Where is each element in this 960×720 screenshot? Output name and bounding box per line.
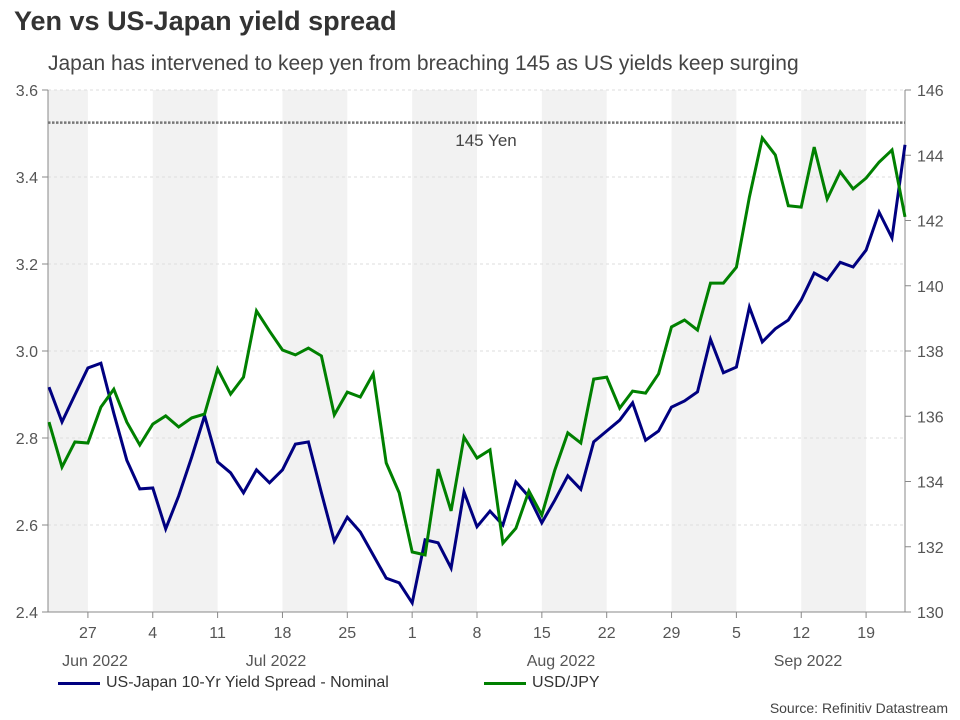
left-axis-tick-label: 2.4 — [16, 605, 38, 622]
x-axis-tick-label: 5 — [732, 625, 741, 642]
right-axis-tick-label: 138 — [917, 344, 944, 361]
month-label: Jul 2022 — [246, 653, 307, 670]
x-axis-tick-label: 19 — [857, 625, 875, 642]
x-axis-tick-label: 8 — [473, 625, 482, 642]
x-axis-tick-label: 29 — [663, 625, 681, 642]
x-axis-tick-label: 22 — [598, 625, 616, 642]
x-axis-tick-label: 25 — [338, 625, 356, 642]
chart-title: Yen vs US-Japan yield spread — [14, 6, 397, 36]
right-axis-tick-label: 130 — [917, 605, 944, 622]
legend-label-usdjpy: USD/JPY — [532, 674, 600, 691]
legend-label-spread: US-Japan 10-Yr Yield Spread - Nominal — [106, 674, 389, 691]
reference-line-label: 145 Yen — [455, 131, 516, 150]
x-axis-tick-label: 12 — [792, 625, 810, 642]
left-axis-tick-label: 3.0 — [16, 344, 38, 361]
right-axis-tick-label: 146 — [917, 83, 944, 100]
left-axis-tick-label: 3.2 — [16, 257, 38, 274]
month-label: Jun 2022 — [62, 653, 128, 670]
x-axis-tick-label: 15 — [533, 625, 551, 642]
x-axis-tick-label: 4 — [148, 625, 157, 642]
x-axis-tick-label: 1 — [408, 625, 417, 642]
source-note: Source: Refinitiv Datastream — [769, 700, 948, 716]
legend-swatch-spread — [58, 681, 100, 685]
right-axis-tick-label: 142 — [917, 214, 944, 231]
right-axis-tick-label: 140 — [917, 279, 944, 296]
legend-swatch-usdjpy — [484, 681, 526, 685]
left-axis-tick-label: 2.6 — [16, 518, 38, 535]
legend-item-usdjpy: USD/JPY — [484, 674, 600, 692]
left-axis-tick-label: 3.4 — [16, 170, 38, 187]
x-axis-tick-label: 18 — [274, 625, 292, 642]
left-axis-tick-label: 3.6 — [16, 83, 38, 100]
right-axis-tick-label: 134 — [917, 475, 944, 492]
x-axis-tick-label: 11 — [209, 625, 226, 642]
month-label: Sep 2022 — [774, 653, 843, 670]
right-axis-tick-label: 144 — [917, 148, 944, 165]
x-axis-tick-label: 27 — [79, 625, 97, 642]
month-label: Aug 2022 — [527, 653, 596, 670]
right-axis-tick-label: 132 — [917, 540, 944, 557]
right-axis-tick-label: 136 — [917, 409, 944, 426]
chart-subtitle: Japan has intervened to keep yen from br… — [48, 52, 799, 75]
left-axis-tick-label: 2.8 — [16, 431, 38, 448]
legend-item-spread: US-Japan 10-Yr Yield Spread - Nominal — [58, 674, 389, 692]
